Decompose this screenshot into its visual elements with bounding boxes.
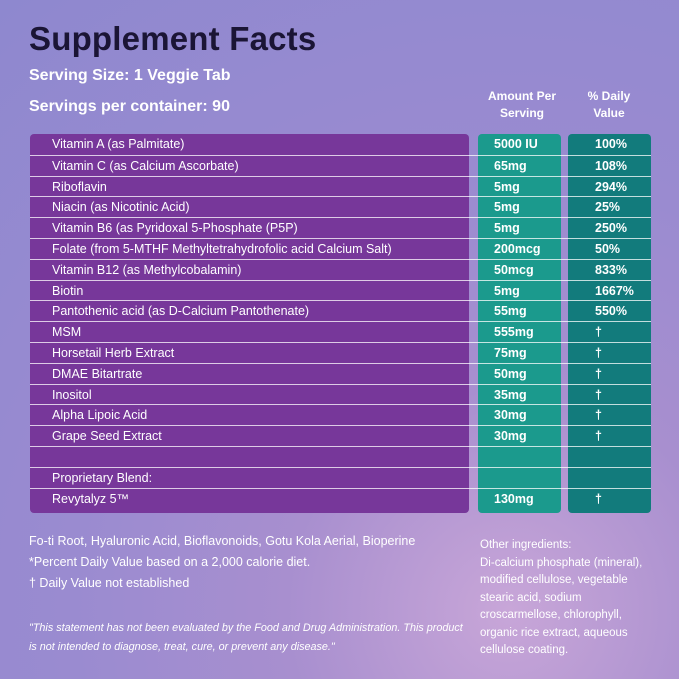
table-row: Proprietary Blend: <box>30 466 651 488</box>
daily-value: 100% <box>595 137 627 151</box>
amount-value: 35mg <box>494 387 527 402</box>
table-row: Horsetail Herb Extract 75mg † <box>30 341 651 363</box>
daily-value: † <box>595 491 602 506</box>
table-row: Alpha Lipoic Acid 30mg † <box>30 404 651 425</box>
ingredient-name: DMAE Bitartrate <box>52 366 143 381</box>
daily-value: 250% <box>595 221 627 236</box>
table-row: Biotin 5mg 1667% <box>30 279 651 301</box>
daily-value: † <box>595 366 602 381</box>
ingredient-name: Grape Seed Extract <box>52 429 162 444</box>
ingredient-name: Vitamin B12 (as Methylcobalamin) <box>52 262 242 277</box>
serving-size: Serving Size: 1 Veggie Tab <box>29 67 231 84</box>
daily-header-line-1: % Daily <box>587 89 631 103</box>
amount-value: 50mcg <box>494 262 534 277</box>
amount-value: 65mg <box>494 158 527 173</box>
daily-value: 833% <box>595 262 627 277</box>
table-row: Riboflavin 5mg 294% <box>30 175 651 197</box>
amount-value: 200mcg <box>494 241 541 256</box>
table-row: Pantothenic acid (as D-Calcium Pantothen… <box>30 300 651 321</box>
table-row: Niacin (as Nicotinic Acid) 5mg 25% <box>30 196 651 217</box>
ingredient-name: Vitamin B6 (as Pyridoxal 5-Phosphate (P5… <box>52 221 298 236</box>
other-ingredients-text: Di-calcium phosphate (mineral), modified… <box>480 556 643 657</box>
amount-value: 50mg <box>494 366 527 381</box>
daily-value: 25% <box>595 200 621 215</box>
blend-ingredients: Fo-ti Root, Hyaluronic Acid, Bioflavonoi… <box>29 534 416 548</box>
daily-value: 108% <box>595 158 627 173</box>
daily-value-note: *Percent Daily Value based on a 2,000 ca… <box>29 555 311 569</box>
ingredient-name: Horsetail Herb Extract <box>52 345 175 360</box>
ingredient-name: MSM <box>52 325 82 340</box>
amount-value: 5mg <box>494 221 520 236</box>
daily-header-line-2: Value <box>593 106 625 120</box>
fda-disclaimer: "This statement has not been evaluated b… <box>29 622 463 653</box>
ingredient-name: Vitamin C (as Calcium Ascorbate) <box>52 158 239 173</box>
table-row: DMAE Bitartrate 50mg † <box>30 362 651 384</box>
daily-value: 50% <box>595 241 621 256</box>
ingredient-name: Vitamin A (as Palmitate) <box>52 137 185 151</box>
supplement-table: Vitamin A (as Palmitate) 5000 IU 100% Vitam… <box>30 134 651 508</box>
amount-header-line-1: Amount Per <box>487 89 556 103</box>
ingredient-name: Biotin <box>52 283 84 298</box>
amount-value: 5mg <box>494 179 520 194</box>
table-row: Inositol 35mg † <box>30 383 651 405</box>
amount-column-header: Amount Per Serving <box>478 88 566 122</box>
table-row: Folate (from 5-MTHF Methyltetrahydrofoli… <box>30 237 651 259</box>
servings-per-container: Servings per container: 90 <box>29 98 230 115</box>
table-row: Vitamin C (as Calcium Ascorbate) 65mg 108% <box>30 154 651 176</box>
daily-value-column-header: % Daily Value <box>566 88 652 122</box>
ingredient-name: Pantothenic acid (as D-Calcium Pantothen… <box>52 304 310 319</box>
amount-header-line-2: Serving <box>499 106 544 120</box>
amount-value: 5mg <box>494 283 520 298</box>
daily-value: † <box>595 387 602 402</box>
daily-value: † <box>595 429 602 444</box>
other-ingredients-label: Other ingredients: <box>480 539 572 551</box>
ingredient-name: Revytalyz 5™ <box>52 491 130 506</box>
amount-value: 130mg <box>494 491 534 506</box>
daily-value: † <box>595 408 602 423</box>
daily-value: 550% <box>595 304 627 319</box>
table-row: Vitamin A (as Palmitate) 5000 IU 100% <box>30 134 651 155</box>
amount-value: 75mg <box>494 345 527 360</box>
page-title: Supplement Facts <box>29 20 317 57</box>
ingredient-name: Riboflavin <box>52 179 107 194</box>
table-row: Revytalyz 5™ 130mg † <box>30 487 651 509</box>
ingredient-name: Alpha Lipoic Acid <box>52 408 148 423</box>
table-row <box>30 445 651 467</box>
amount-value: 55mg <box>494 304 527 319</box>
dagger-note: † Daily Value not established <box>29 576 190 590</box>
daily-value: † <box>595 345 602 360</box>
ingredient-name: Niacin (as Nicotinic Acid) <box>52 200 190 215</box>
ingredient-name: Inositol <box>52 387 92 402</box>
table-row: Vitamin B6 (as Pyridoxal 5-Phosphate (P5… <box>30 217 651 238</box>
daily-value: 294% <box>595 179 627 194</box>
amount-value: 30mg <box>494 429 527 444</box>
amount-value: 5000 IU <box>494 137 538 151</box>
other-ingredients: Other ingredients: Di-calcium phosphate … <box>480 537 660 660</box>
ingredient-name: Proprietary Blend: <box>52 470 153 485</box>
table-row: Vitamin B12 (as Methylcobalamin) 50mcg 833… <box>30 258 651 280</box>
table-row: Grape Seed Extract 30mg † <box>30 425 651 446</box>
daily-value: 1667% <box>595 283 634 298</box>
table-row: MSM 555mg † <box>30 321 651 342</box>
daily-value: † <box>595 325 602 340</box>
ingredient-name: Folate (from 5-MTHF Methyltetrahydrofoli… <box>52 241 392 256</box>
amount-value: 5mg <box>494 200 520 215</box>
amount-value: 30mg <box>494 408 527 423</box>
amount-value: 555mg <box>494 325 534 340</box>
